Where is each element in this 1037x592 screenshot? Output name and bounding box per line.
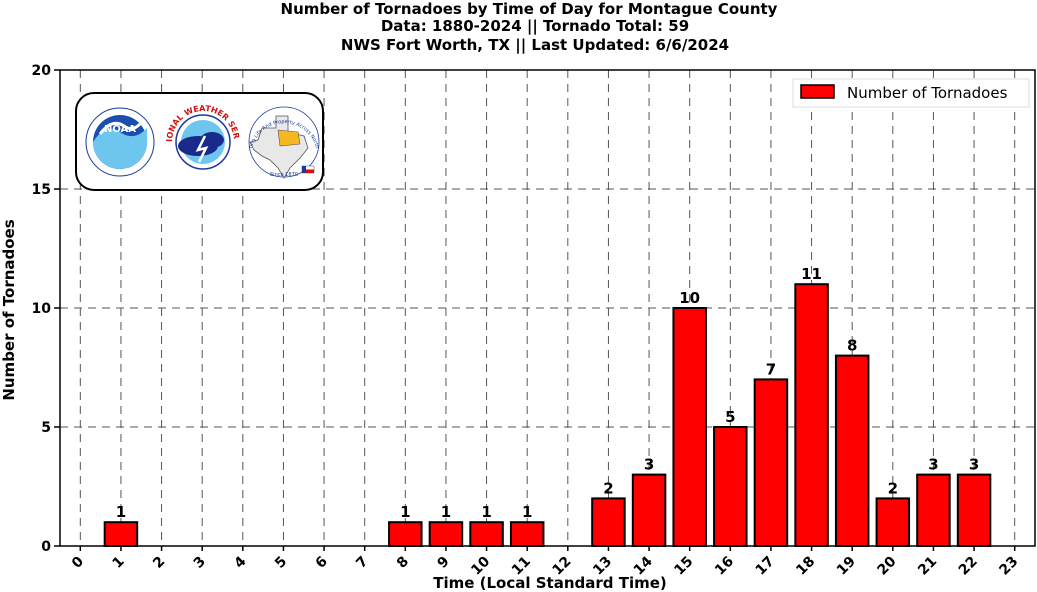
x-tick-label: 0 [69, 553, 87, 571]
y-tick-label: 0 [41, 539, 51, 555]
x-tick-label: 7 [353, 554, 371, 572]
data-label-hour-10: 1 [481, 503, 491, 521]
bar-hour-14 [631, 473, 667, 548]
bar-hour-9 [428, 521, 464, 548]
y-tick-label: 15 [32, 182, 51, 198]
noaa-logo: NOAA [85, 107, 155, 177]
x-axis-label: Time (Local Standard Time) [433, 574, 667, 592]
bar-hour-11 [509, 521, 545, 548]
bar-hour-19 [834, 354, 870, 547]
data-label-hour-15: 10 [679, 289, 700, 307]
x-tick-label: 18 [793, 554, 818, 579]
data-label-hour-11: 1 [522, 503, 532, 521]
data-label-hour-14: 3 [644, 456, 654, 474]
bar-hour-15 [672, 307, 707, 547]
x-tick-label: 5 [272, 554, 290, 572]
legend-swatch [800, 84, 835, 99]
chart-subtitle-data: Data: 1880-2024 || Tornado Total: 59 [381, 17, 689, 36]
data-label-hour-8: 1 [400, 503, 410, 521]
legend-entry-number-of-tornadoes: Number of Tornadoes [847, 84, 1008, 102]
x-tick-label: 19 [834, 554, 859, 579]
x-tick-label: 23 [996, 554, 1021, 579]
x-tick-label: 9 [435, 554, 453, 572]
x-tick-label: 17 [753, 554, 778, 579]
data-label-hour-9: 1 [441, 503, 451, 521]
y-axis-label: Number of Tornadoes [0, 219, 18, 400]
data-label-hour-16: 5 [725, 408, 735, 426]
x-tick-label: 16 [712, 554, 737, 579]
bar-hour-10 [469, 521, 504, 548]
bar-hour-16 [713, 426, 748, 547]
x-tick-label: 6 [313, 554, 331, 572]
noaa-logo-text: NOAA [104, 124, 136, 135]
x-tick-label: 1 [110, 554, 128, 572]
data-label-hour-19: 8 [847, 337, 857, 355]
bar-hour-8 [388, 521, 423, 548]
bar-hour-21 [916, 473, 951, 548]
bar-hour-13 [591, 497, 626, 547]
x-tick-label: 8 [394, 554, 412, 572]
y-tick-label: 10 [32, 301, 52, 317]
texas-logo-since: Since 1870 [270, 172, 298, 178]
x-tick-label: 20 [875, 553, 900, 578]
x-tick-label: 3 [191, 554, 209, 572]
y-axis-ticks: 0 5 10 15 20 [32, 63, 60, 555]
data-label-hour-21: 3 [928, 456, 938, 474]
x-tick-label: 4 [231, 553, 249, 571]
bar-hour-20 [875, 497, 911, 547]
legend: Number of Tornadoes [792, 78, 1030, 108]
logo-panel: NOAA NATIONAL WEATHER SERVICE Protecting [0, 0, 324, 191]
x-tick-label: 2 [150, 554, 168, 572]
chart-title: Number of Tornadoes by Time of Day for M… [281, 0, 778, 18]
y-tick-label: 20 [32, 63, 52, 79]
x-tick-label: 22 [956, 554, 981, 579]
bar-hour-18 [794, 283, 829, 547]
bar-hour-22 [956, 473, 992, 548]
data-label-hour-18: 11 [801, 265, 822, 283]
bar-hour-17 [753, 378, 789, 547]
chart-subtitle-office: NWS Fort Worth, TX || Last Updated: 6/6/… [341, 36, 729, 55]
x-tick-label: 21 [915, 554, 940, 579]
y-tick-label: 5 [41, 420, 51, 436]
x-tick-label: 15 [671, 554, 696, 579]
data-label-hour-17: 7 [766, 360, 776, 378]
data-label-hour-22: 3 [969, 456, 979, 474]
grid-lines [60, 70, 1035, 546]
data-label-hour-1: 1 [116, 503, 126, 521]
data-label-hour-13: 2 [603, 479, 613, 497]
data-label-hour-20: 2 [888, 479, 898, 497]
bar-hour-1 [103, 521, 139, 548]
